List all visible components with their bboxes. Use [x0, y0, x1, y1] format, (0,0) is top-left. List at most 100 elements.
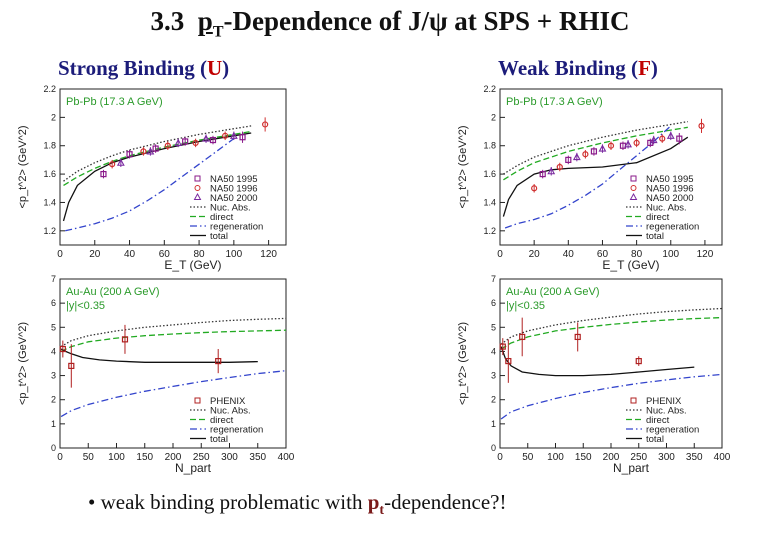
x-tick-label: 150 — [136, 452, 153, 463]
data-point-na50-2000 — [624, 140, 633, 148]
x-tick-label: 120 — [697, 249, 714, 260]
series-line-direct — [60, 329, 287, 352]
y-axis-label: <p_t^2> (GeV^2) — [17, 125, 29, 208]
x-axis-label: N_part — [613, 461, 650, 475]
y-tick-label: 4 — [491, 346, 496, 356]
x-tick-label: 80 — [194, 249, 206, 260]
series-line-regeneration — [60, 370, 287, 418]
legend-label: Nuc. Abs. — [646, 203, 687, 214]
data-point-phenix — [121, 336, 129, 343]
x-tick-label: 0 — [497, 249, 503, 260]
data-point-na50-1995 — [126, 151, 133, 158]
data-point-na50-2000 — [572, 152, 581, 161]
x-tick-label: 250 — [630, 452, 647, 463]
legend-label: direct — [646, 415, 670, 426]
series-line-nuc-abs — [60, 317, 287, 348]
y-tick-label: 3 — [51, 371, 56, 381]
x-tick-label: 300 — [221, 452, 238, 463]
plot-frame — [59, 88, 287, 246]
legend-label: NA50 1995 — [646, 174, 694, 185]
y-tick-label: 1.6 — [483, 169, 496, 179]
chart-rhic-strong: 0 50 100 150 200 250 300 350 400 0 1 2 3 4 5 6 7 N_part <p… — [12, 273, 296, 476]
y-axis-label: <p_t^2> (GeV^2) — [457, 322, 469, 405]
weak-binding-heading: Weak Binding (F) — [498, 56, 658, 80]
y-tick-label: 6 — [491, 298, 496, 308]
data-point-na50-1996 — [140, 148, 147, 155]
legend-label: total — [210, 231, 228, 242]
chart-title: Au-Au (200 A GeV) — [66, 286, 160, 298]
legend-marker — [194, 175, 201, 182]
x-axis-label: E_T (GeV) — [164, 258, 221, 272]
series-line-nuc-abs — [63, 125, 252, 182]
data-point-phenix — [499, 343, 506, 350]
x-tick-label: 50 — [522, 452, 534, 463]
x-tick-label: 400 — [714, 452, 731, 463]
series-line-nuc-abs — [503, 120, 688, 175]
y-tick-label: 1.6 — [43, 169, 56, 179]
y-tick-label: 1.8 — [483, 141, 496, 151]
x-tick-label: 200 — [165, 452, 182, 463]
data-point-na50-2000 — [116, 158, 125, 166]
legend-label: NA50 1996 — [646, 184, 694, 195]
y-tick-label: 5 — [51, 322, 56, 332]
legend-label: NA50 1995 — [210, 174, 258, 185]
x-tick-label: 120 — [260, 249, 277, 260]
legend-label: PHENIX — [210, 396, 246, 407]
x-tick-label: 400 — [278, 452, 295, 463]
x-axis-label: N_part — [175, 461, 212, 475]
legend-label: NA50 2000 — [646, 193, 694, 204]
legend-label: direct — [210, 415, 234, 426]
x-tick-label: 40 — [563, 249, 575, 260]
x-tick-label: 250 — [193, 452, 210, 463]
y-axis-label: <p_t^2> (GeV^2) — [17, 322, 29, 405]
data-point-phenix — [519, 333, 526, 341]
legend-label: NA50 1996 — [210, 184, 258, 195]
legend-marker — [630, 397, 637, 404]
legend-label: direct — [646, 212, 670, 223]
data-point-na50-1995 — [676, 135, 683, 142]
data-point-na50-1996 — [262, 121, 269, 128]
y-axis-label: <p_t^2> (GeV^2) — [457, 125, 469, 208]
legend-label: total — [646, 434, 664, 445]
data-point-na50-2000 — [598, 144, 607, 152]
bullet-remark: • weak binding problematic with pt-depen… — [88, 490, 507, 519]
legend-label: Nuc. Abs. — [646, 406, 687, 417]
data-point-na50-1996 — [633, 139, 640, 146]
y-tick-label: 7 — [51, 274, 56, 284]
chart-annotation: |y|<0.35 — [506, 300, 545, 312]
x-tick-label: 60 — [597, 249, 609, 260]
title-pt: pT — [197, 6, 224, 41]
x-tick-label: 50 — [83, 452, 95, 463]
series-line-direct — [503, 126, 688, 181]
data-point-na50-1995 — [590, 148, 598, 155]
title-number: 3.3 — [150, 6, 185, 36]
y-tick-label: 1 — [51, 419, 56, 429]
legend-label: regeneration — [646, 222, 699, 233]
y-tick-label: 1.2 — [43, 226, 56, 236]
data-point-na50-2000 — [229, 131, 238, 139]
series-line-regeneration — [500, 373, 723, 420]
x-tick-label: 40 — [124, 249, 136, 260]
x-tick-label: 80 — [631, 249, 643, 260]
x-tick-label: 20 — [529, 249, 541, 260]
x-tick-label: 150 — [575, 452, 592, 463]
data-point-phenix — [68, 362, 75, 370]
legend-marker — [194, 397, 201, 404]
data-point-na50-2000 — [174, 138, 183, 146]
series-line-total — [60, 348, 258, 363]
y-tick-label: 1.4 — [483, 197, 496, 207]
data-point-phenix — [59, 345, 66, 353]
y-tick-label: 2 — [491, 395, 496, 405]
legend-label: NA50 2000 — [210, 193, 258, 204]
x-tick-label: 0 — [57, 452, 63, 463]
y-tick-label: 0 — [51, 443, 56, 453]
y-tick-label: 2 — [491, 112, 496, 122]
legend-label: direct — [210, 212, 234, 223]
legend-marker — [629, 192, 638, 200]
legend-label: total — [210, 434, 228, 445]
chart-title: Pb-Pb (17.3 A GeV) — [506, 96, 603, 108]
legend-label: regeneration — [646, 425, 699, 436]
data-point-na50-2000 — [666, 131, 675, 139]
x-tick-label: 100 — [226, 249, 243, 260]
data-point-phenix — [215, 357, 222, 365]
